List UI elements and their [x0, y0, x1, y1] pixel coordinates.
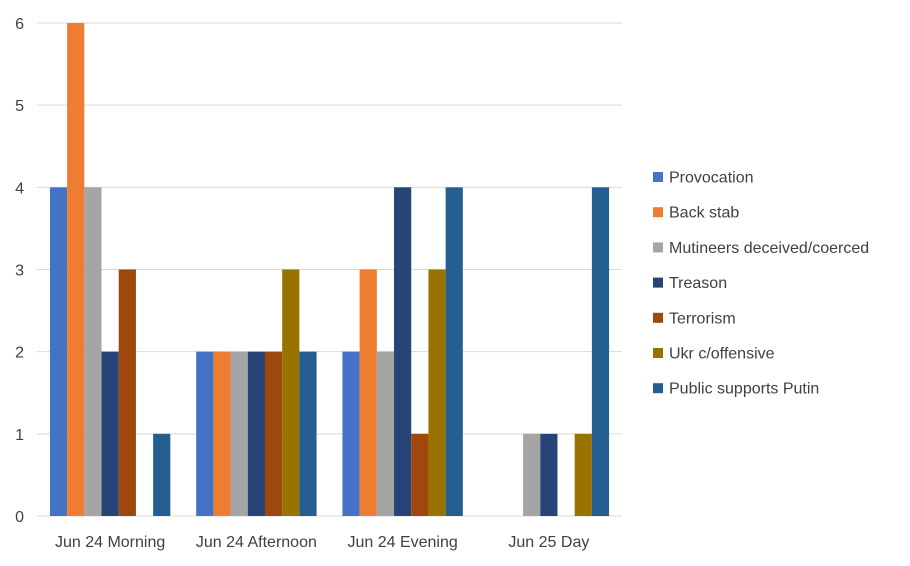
bar-mutineers-deceived-coerced-2: [376, 351, 395, 516]
bar-terrorism-0: [118, 269, 136, 516]
bar-treason-3: [540, 433, 558, 516]
bar-mutineers-deceived-coerced-1: [230, 351, 248, 516]
x-axis-ticks: Jun 24 Morning Jun 24 Afternoon Jun 24 Eve…: [55, 534, 589, 551]
legend-entry: Terrorism: [653, 310, 736, 327]
bar-public-supports-putin-0: [153, 433, 171, 516]
legend-label: Back stab: [669, 205, 739, 222]
legend-entry: Mutineers deceived/coerced: [653, 240, 869, 257]
bar-back-stab-1: [213, 351, 231, 516]
bar-provocation-0: [49, 187, 68, 517]
y-tick-label: 6: [15, 16, 24, 33]
y-tick-label: 4: [15, 180, 24, 197]
bar-mutineers-deceived-coerced-0: [84, 187, 102, 517]
legend-label: Ukr c/offensive: [669, 346, 775, 363]
y-tick-label: 5: [15, 98, 24, 115]
x-tick-label: Jun 24 Evening: [347, 534, 457, 551]
bar-back-stab-0: [67, 23, 85, 516]
legend-swatch: [653, 277, 663, 288]
bar-provocation-1: [196, 351, 214, 516]
legend-label: Public supports Putin: [669, 381, 819, 398]
y-axis-ticks: 0 1 2 3 4 5 6: [15, 16, 24, 526]
x-tick-label: Jun 25 Day: [508, 534, 589, 551]
bar-public-supports-putin-2: [445, 187, 463, 517]
bar-terrorism-2: [411, 433, 429, 516]
bar-public-supports-putin-3: [591, 187, 610, 517]
bar-treason-1: [247, 351, 265, 516]
bar-public-supports-putin-1: [299, 351, 317, 516]
bar-ukr-c-offensive-3: [574, 433, 592, 516]
legend: Provocation Back stab Mutineers deceived/c…: [653, 170, 869, 398]
legend-label: Provocation: [669, 170, 754, 187]
legend-swatch: [653, 207, 663, 218]
bar-provocation-2: [342, 351, 360, 516]
legend-entry: Provocation: [653, 170, 754, 187]
bar-ukr-c-offensive-2: [428, 269, 446, 516]
legend-label: Treason: [669, 275, 727, 292]
bar-back-stab-2: [359, 269, 377, 516]
bar-treason-0: [101, 351, 119, 516]
legend-swatch: [653, 312, 663, 323]
legend-entry: Back stab: [653, 205, 739, 222]
x-tick-label: Jun 24 Morning: [55, 534, 165, 551]
legend-swatch: [653, 383, 663, 394]
legend-swatch: [653, 242, 663, 253]
bar-ukr-c-offensive-1: [282, 269, 300, 516]
y-tick-label: 0: [15, 509, 24, 526]
legend-entry: Treason: [653, 275, 727, 292]
legend-entry: Ukr c/offensive: [653, 346, 775, 363]
x-tick-label: Jun 24 Afternoon: [196, 534, 317, 551]
y-tick-label: 2: [15, 345, 24, 362]
bar-treason-2: [394, 187, 412, 517]
bars: [49, 23, 610, 517]
y-tick-label: 1: [15, 427, 24, 444]
y-tick-label: 3: [15, 263, 24, 280]
legend-swatch: [653, 172, 663, 182]
legend-label: Terrorism: [669, 310, 736, 327]
legend-swatch: [653, 348, 663, 358]
bar-mutineers-deceived-coerced-3: [523, 433, 541, 516]
legend-entry: Public supports Putin: [653, 381, 819, 398]
bar-terrorism-1: [264, 351, 283, 516]
legend-label: Mutineers deceived/coerced: [669, 240, 869, 257]
